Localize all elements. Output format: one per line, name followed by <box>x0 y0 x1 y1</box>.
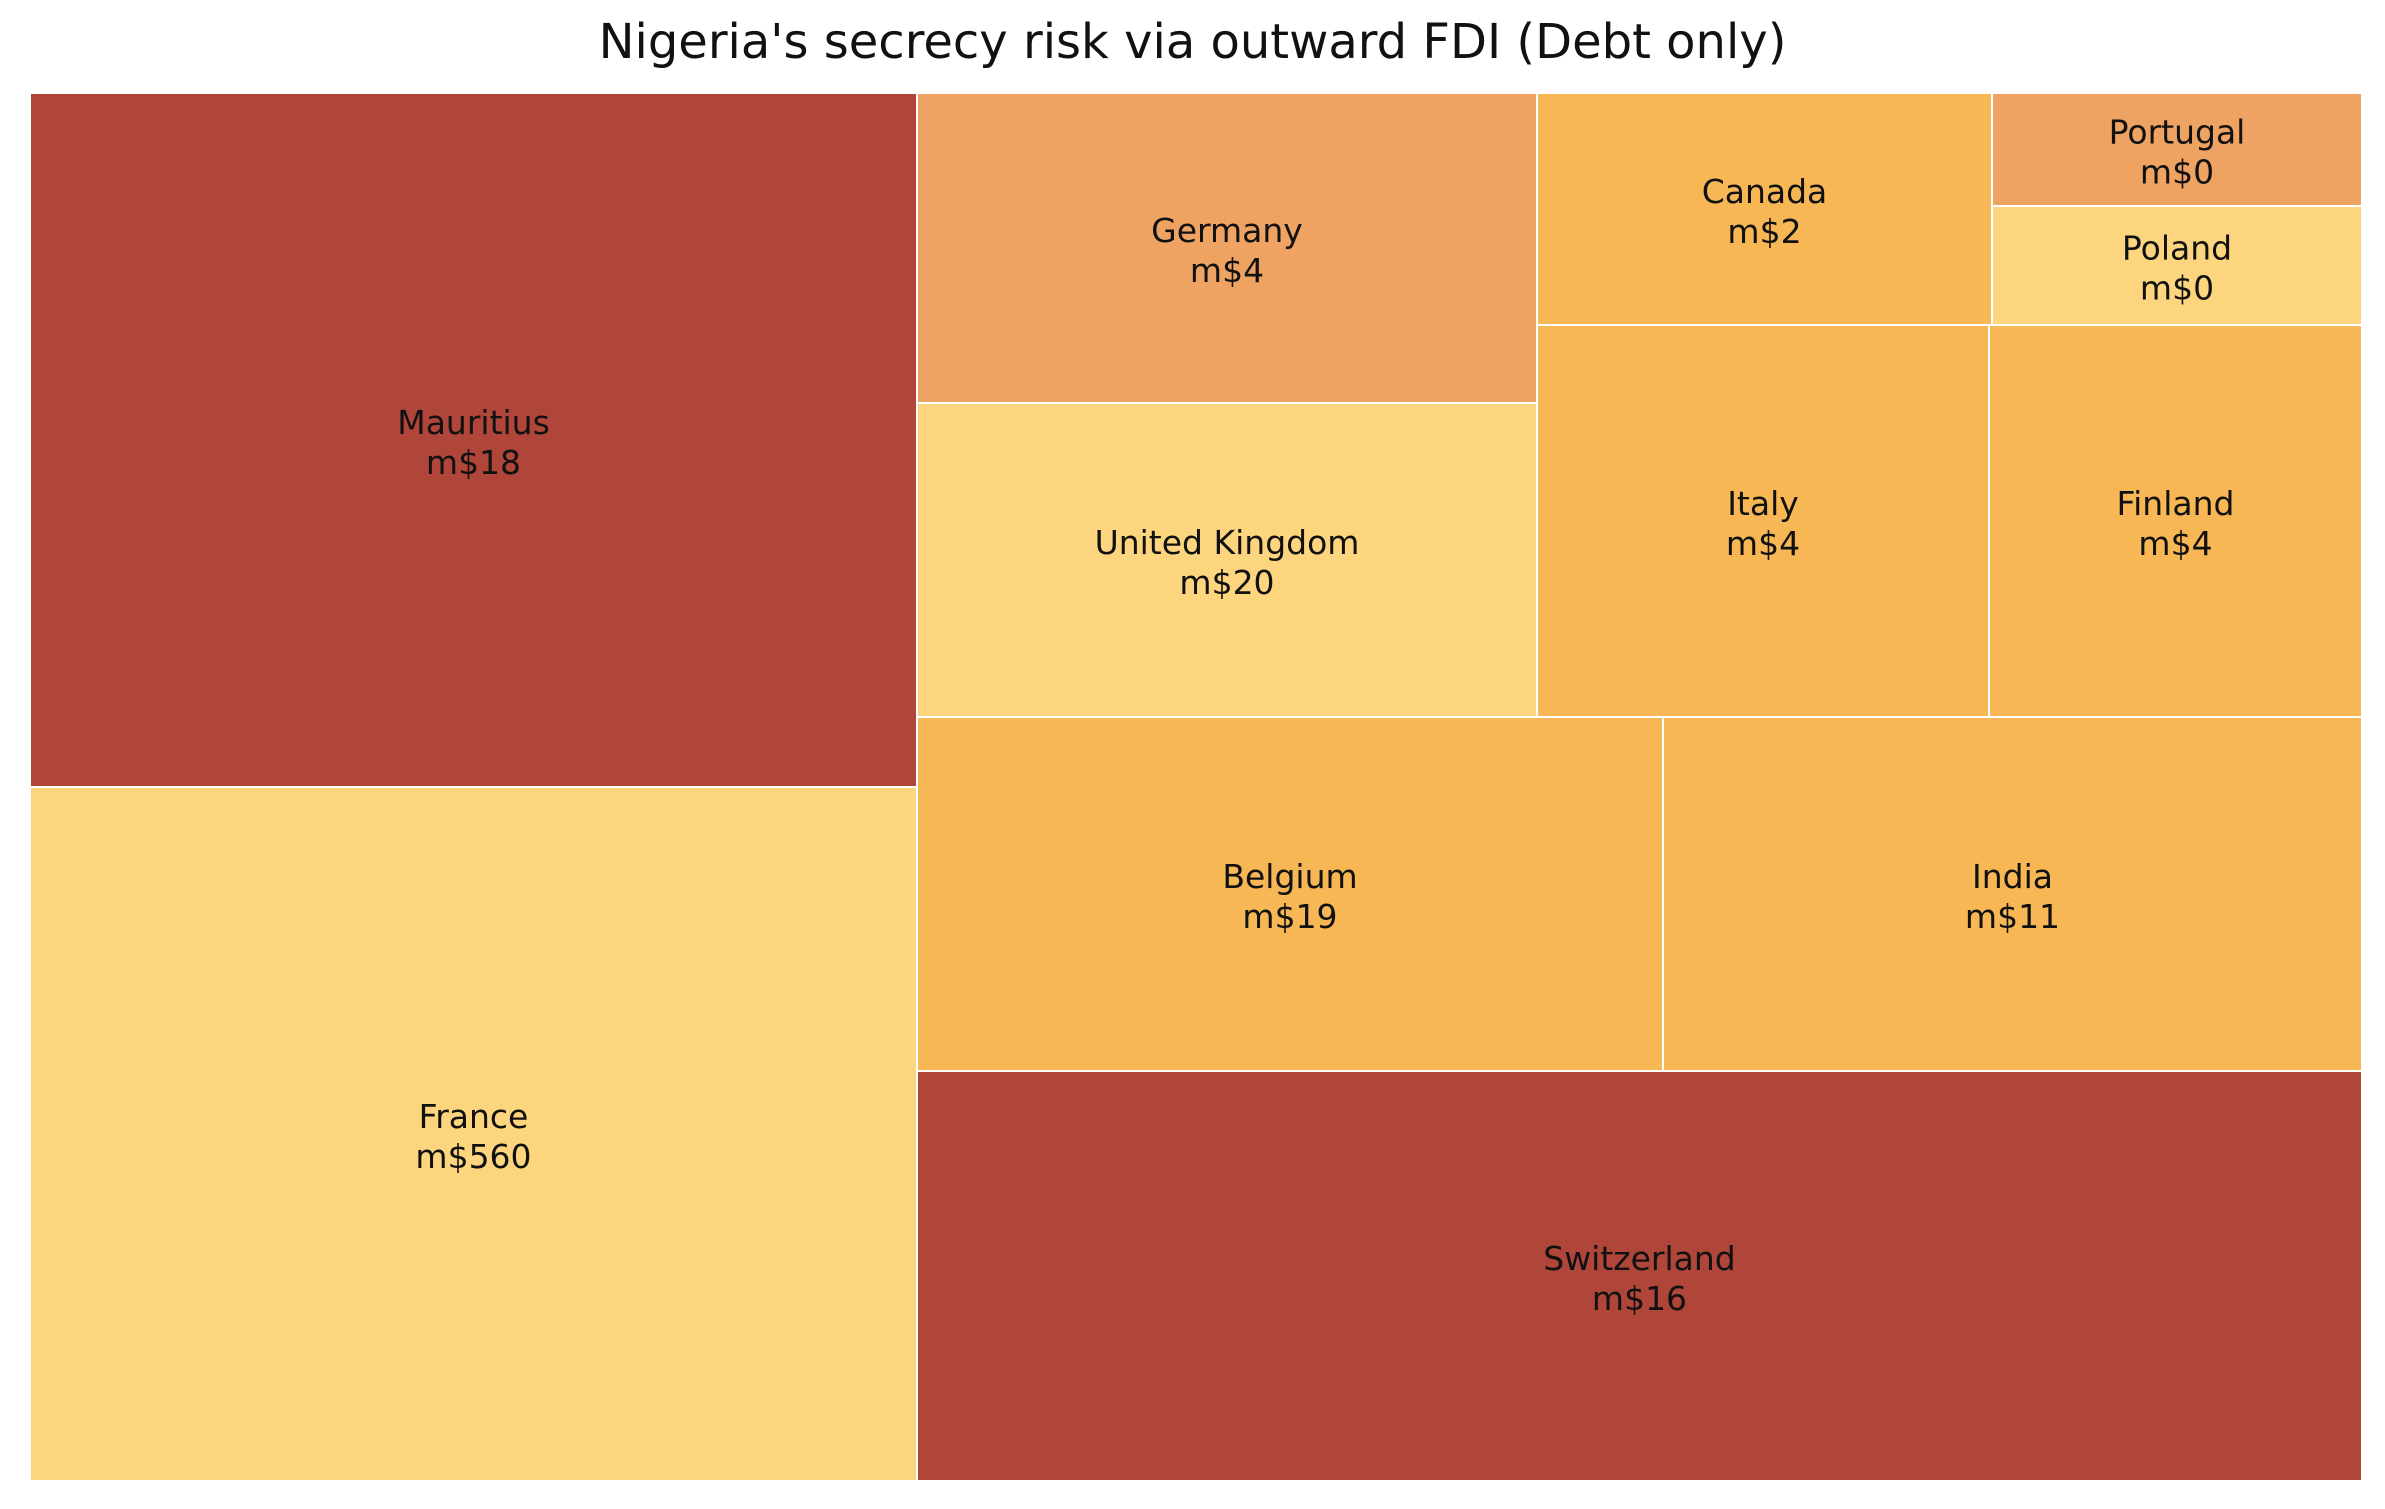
tile-name-portugal: Portugal <box>2109 113 2246 152</box>
tile-name-italy: Italy <box>1727 484 1799 523</box>
tile-value-germany: m$4 <box>1190 251 1264 290</box>
tile-value-india: m$11 <box>1965 897 2060 936</box>
tile-name-germany: Germany <box>1151 211 1303 250</box>
tile-value-mauritius: m$18 <box>426 443 521 482</box>
tile-name-france: France <box>419 1097 529 1136</box>
tile-name-canada: Canada <box>1702 172 1828 211</box>
tile-rect-france <box>29 786 918 1482</box>
tile-rect-germany <box>916 92 1538 404</box>
tile-rect-belgium <box>916 716 1664 1072</box>
tile-value-italy: m$4 <box>1726 524 1800 563</box>
tile-rect-finland <box>1988 324 2363 718</box>
tile-rect-switzerland <box>916 1070 2363 1482</box>
tile-name-poland: Poland <box>2122 229 2232 268</box>
tile-value-portugal: m$0 <box>2140 153 2214 192</box>
tile-rect-italy <box>1536 324 1990 718</box>
tile-name-united-kingdom: United Kingdom <box>1095 523 1360 562</box>
tile-value-switzerland: m$16 <box>1592 1279 1687 1318</box>
tile-rect-poland <box>1991 205 2363 326</box>
tile-name-belgium: Belgium <box>1222 857 1357 896</box>
tile-name-finland: Finland <box>2117 484 2235 523</box>
tile-name-mauritius: Mauritius <box>397 403 550 442</box>
tile-value-belgium: m$19 <box>1242 897 1337 936</box>
tile-name-switzerland: Switzerland <box>1543 1239 1736 1278</box>
tile-value-canada: m$2 <box>1727 212 1801 251</box>
tile-rect-united-kingdom <box>916 402 1538 718</box>
tile-value-france: m$560 <box>415 1137 531 1176</box>
tile-value-united-kingdom: m$20 <box>1179 563 1274 602</box>
tile-name-india: India <box>1972 857 2053 896</box>
tile-rect-mauritius <box>29 92 918 788</box>
tile-value-poland: m$0 <box>2140 269 2214 308</box>
tile-value-finland: m$4 <box>2138 524 2212 563</box>
treemap-tiles: Mauritiusm$18Francem$560Germanym$4United… <box>29 92 2363 1482</box>
chart-title: Nigeria's secrecy risk via outward FDI (… <box>598 14 1787 70</box>
